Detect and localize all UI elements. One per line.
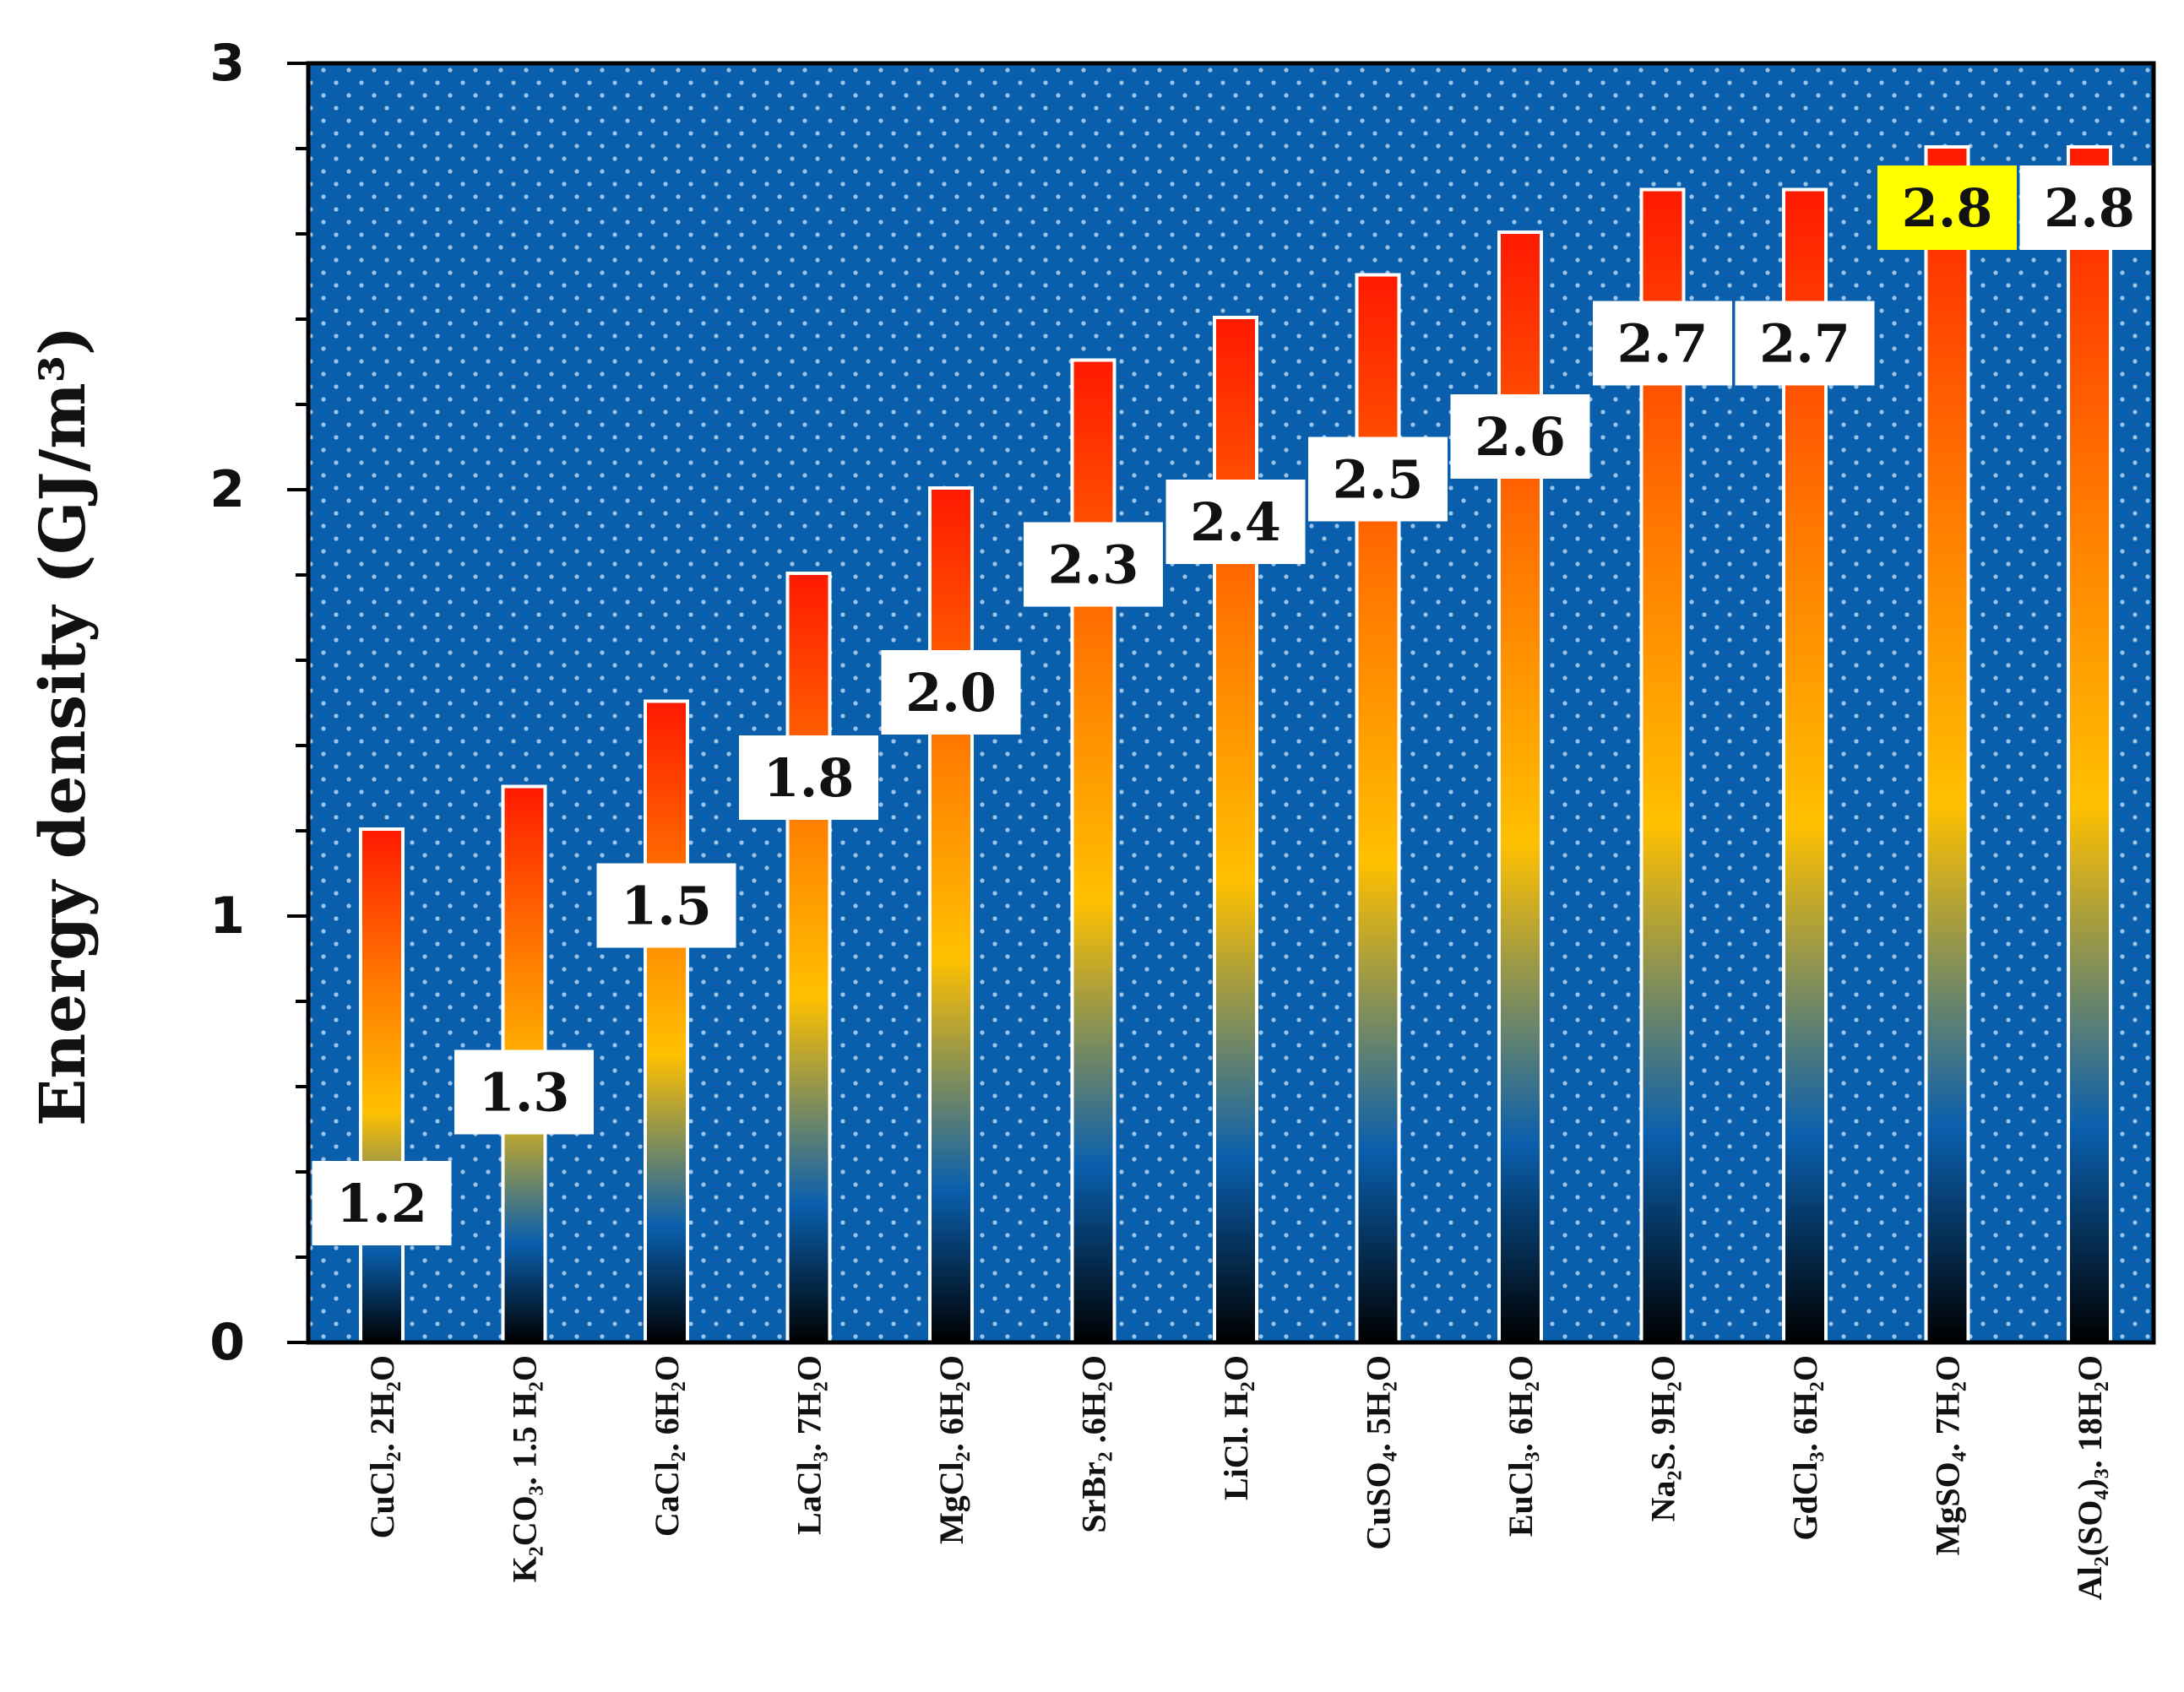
value-label: 2.5 [1333, 449, 1424, 511]
x-tick-label: MgCl₂. 6H₂O [932, 1355, 970, 1544]
value-label: 1.5 [621, 876, 712, 937]
value-label: 1.8 [763, 747, 855, 809]
value-label-box [1735, 301, 1875, 386]
value-label: 2.6 [1475, 406, 1566, 468]
bar [1358, 276, 1398, 1342]
value-label-box [1450, 394, 1590, 479]
bar [2070, 149, 2109, 1342]
value-label: 2.7 [1617, 313, 1709, 375]
x-tick-label: EuCl₃. 6H₂O [1502, 1355, 1540, 1537]
value-label-box [881, 650, 1021, 735]
value-label-box [1024, 522, 1163, 607]
value-labels-layer: 1.2 1.3 1.5 1.8 2.0 2.3 2.4 2.5 2.6 2.7 2.7 2.8 2.8 [312, 165, 2160, 1245]
bar [1073, 361, 1113, 1342]
y-tick-label: 2 [209, 460, 245, 519]
bar [1927, 149, 1967, 1342]
x-tick-label: Al₂(SO₄)₃. 18H₂O [2071, 1355, 2109, 1600]
x-tick-label: CaCl₂. 6H₂O [648, 1355, 686, 1537]
value-label-box [596, 863, 736, 948]
value-label-box [1593, 301, 1732, 386]
value-label-box [1308, 437, 1448, 522]
y-tick-label: 3 [209, 34, 245, 93]
bar [789, 575, 829, 1342]
value-label-box [739, 735, 878, 820]
value-label-box [312, 1161, 452, 1245]
x-axis-tick-labels: CuCl₂. 2H₂O K₂CO₃. 1.5 H₂O CaCl₂. 6H₂O LaCl… [363, 1355, 2109, 1600]
y-axis-ticks: 0 1 2 3 [209, 34, 308, 1372]
x-tick-label: LaCl₃. 7H₂O [790, 1355, 829, 1535]
x-tick-label: CuCl₂. 2H₂O [363, 1355, 401, 1538]
y-tick-label: 0 [209, 1313, 245, 1372]
bar [932, 490, 970, 1342]
value-label-box [454, 1049, 594, 1135]
value-label: 2.7 [1759, 313, 1850, 375]
y-axis-title: Energy density (GJ/m³) [27, 326, 100, 1126]
x-tick-label: Na₂S. 9H₂O [1644, 1355, 1682, 1521]
value-label: 1.2 [336, 1173, 427, 1234]
plot-frame [306, 61, 2156, 1345]
bar [1216, 319, 1255, 1342]
value-label-box-highlighted [1877, 165, 2017, 250]
value-label: 2.8 [2044, 177, 2135, 239]
value-label: 2.4 [1190, 491, 1281, 553]
value-label: 1.3 [479, 1062, 570, 1124]
value-label-box [2019, 165, 2160, 250]
value-label: 2.3 [1048, 534, 1139, 596]
y-tick-label: 1 [209, 887, 245, 946]
bar [362, 831, 401, 1342]
x-tick-label: K₂CO₃. 1.5 H₂O [506, 1355, 544, 1582]
bar [647, 702, 686, 1342]
x-tick-label: GdCl₃. 6H₂O [1786, 1355, 1824, 1541]
x-tick-label: SrBr₂ .6H₂O [1075, 1355, 1113, 1533]
x-tick-label: LiCl. H₂O [1217, 1355, 1255, 1500]
value-label: 2.8 [1902, 177, 1993, 239]
x-tick-label: MgSO₄. 7H₂O [1929, 1355, 1967, 1555]
x-tick-label: CuSO₄. 5H₂O [1360, 1355, 1398, 1550]
value-label: 2.0 [905, 662, 997, 724]
value-label-box [1165, 480, 1306, 564]
